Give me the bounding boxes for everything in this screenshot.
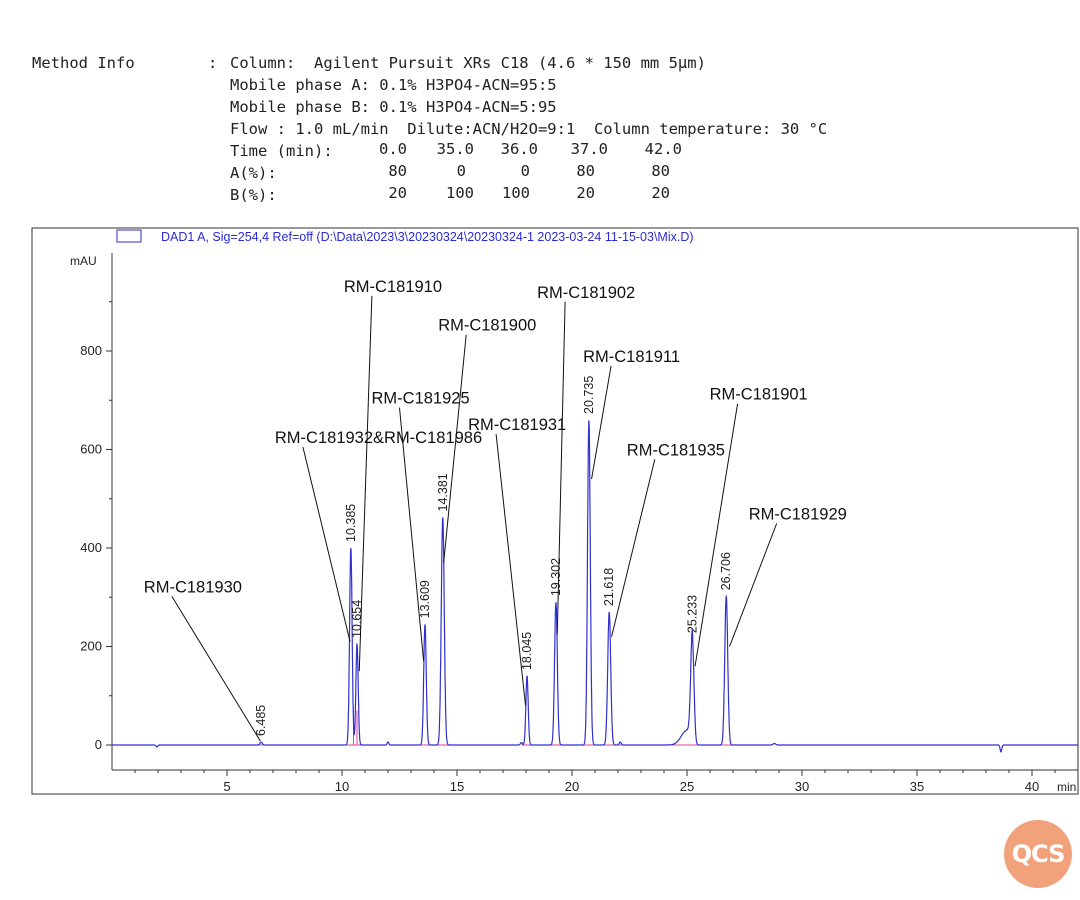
gradient-a-value: 80 [651, 162, 670, 180]
compound-leader-line [495, 434, 527, 706]
compound-leader-line [171, 596, 261, 742]
compound-label: RM-C181900 [438, 317, 536, 335]
gradient-a-label: A(%): [230, 164, 277, 182]
gradient-time-value: 35.0 [436, 140, 474, 158]
compound-label: RM-C181902 [537, 284, 635, 302]
gradient-time-label: Time (min): [230, 142, 333, 160]
y-tick-label: 0 [95, 737, 102, 752]
compound-leader-line [729, 523, 778, 647]
peak-rt-label: 18.045 [520, 632, 534, 670]
compound-label: RM-C181911 [583, 348, 680, 366]
legend-swatch [116, 229, 142, 243]
peak-rt-label: 26.706 [719, 552, 733, 590]
x-tick-label: 10 [335, 779, 349, 794]
chromatogram-trace [112, 420, 1078, 753]
mobile-phase-b-line: Mobile phase B: 0.1% H3PO4-ACN=5:95 [230, 98, 557, 116]
compound-label: RM-C181930 [144, 578, 242, 596]
peak-rt-label: 10.385 [344, 504, 358, 542]
x-tick-label: 35 [910, 779, 924, 794]
compound-leader-line [611, 459, 656, 637]
y-tick-label: 600 [80, 442, 102, 457]
compound-leader-line [591, 365, 612, 480]
compound-leader-line [358, 295, 373, 672]
gradient-b-value: 100 [446, 184, 474, 202]
x-tick-label: 5 [223, 779, 230, 794]
method-info-label: Method Info [32, 54, 135, 72]
peak-rt-label: 20.735 [582, 376, 596, 414]
gradient-a-value: 0 [456, 162, 466, 180]
y-tick-label: 400 [80, 540, 102, 555]
peak-rt-label: 14.381 [436, 473, 450, 511]
gradient-a-value: 0 [520, 162, 530, 180]
compound-label: RM-C181929 [749, 505, 847, 523]
plot-area: 0 200 400 600 800 5 10 15 20 25 30 35 40 6.485 10.385 1… [80, 253, 1078, 794]
y-tick-label: 200 [80, 639, 102, 654]
mobile-phase-a-line: Mobile phase A: 0.1% H3PO4-ACN=95:5 [230, 76, 557, 94]
compound-leader-line [556, 301, 566, 635]
peak-rt-label: 21.618 [602, 568, 616, 606]
flow-line: Flow : 1.0 mL/min Dilute:ACN/H2O=9:1 Col… [230, 120, 828, 138]
x-axis-label: min [1057, 780, 1076, 794]
y-tick-label: 800 [80, 343, 102, 358]
gradient-b-value: 100 [502, 184, 530, 202]
peak-rt-label: 13.609 [418, 580, 432, 618]
compound-leader-line [399, 407, 425, 662]
legend-text: DAD1 A, Sig=254,4 Ref=off (D:\Data\2023\… [161, 230, 694, 244]
compound-leader-line [694, 403, 739, 667]
compound-label: RM-C181931 [468, 416, 566, 434]
compound-label: RM-C181901 [710, 386, 808, 404]
x-tick-label: 15 [450, 779, 464, 794]
x-tick-label: 25 [680, 779, 694, 794]
peak-rt-label: 25.233 [685, 595, 699, 633]
gradient-time-value: 37.0 [570, 140, 608, 158]
x-tick-label: 40 [1025, 779, 1039, 794]
gradient-b-value: 20 [576, 184, 595, 202]
x-tick-label: 20 [565, 779, 579, 794]
gradient-a-value: 80 [576, 162, 595, 180]
gradient-b-value: 20 [651, 184, 670, 202]
compound-label: RM-C181925 [372, 390, 470, 408]
qcs-logo: QCS [1004, 820, 1072, 888]
compound-label: RM-C181935 [627, 441, 725, 459]
gradient-a-value: 80 [388, 162, 407, 180]
gradient-b-value: 20 [388, 184, 407, 202]
gradient-time-value: 0.0 [379, 140, 407, 158]
method-info-separator: : [208, 54, 218, 72]
compound-label: RM-C181932&RM-C181986 [275, 429, 482, 447]
gradient-time-value: 42.0 [644, 140, 682, 158]
gradient-time-value: 36.0 [500, 140, 538, 158]
compound-leader-line [302, 446, 351, 642]
x-tick-label: 30 [795, 779, 809, 794]
compound-label: RM-C181910 [344, 278, 442, 296]
compound-leader-line [443, 334, 467, 563]
chart-frame [31, 227, 1079, 795]
peak-rt-label: 6.485 [254, 705, 268, 736]
column-line: Column: Agilent Pursuit XRs C18 (4.6 * 1… [230, 54, 706, 72]
peak-rt-label: 19.302 [549, 558, 563, 596]
gradient-b-label: B(%): [230, 186, 277, 204]
y-axis-label: mAU [70, 254, 97, 268]
